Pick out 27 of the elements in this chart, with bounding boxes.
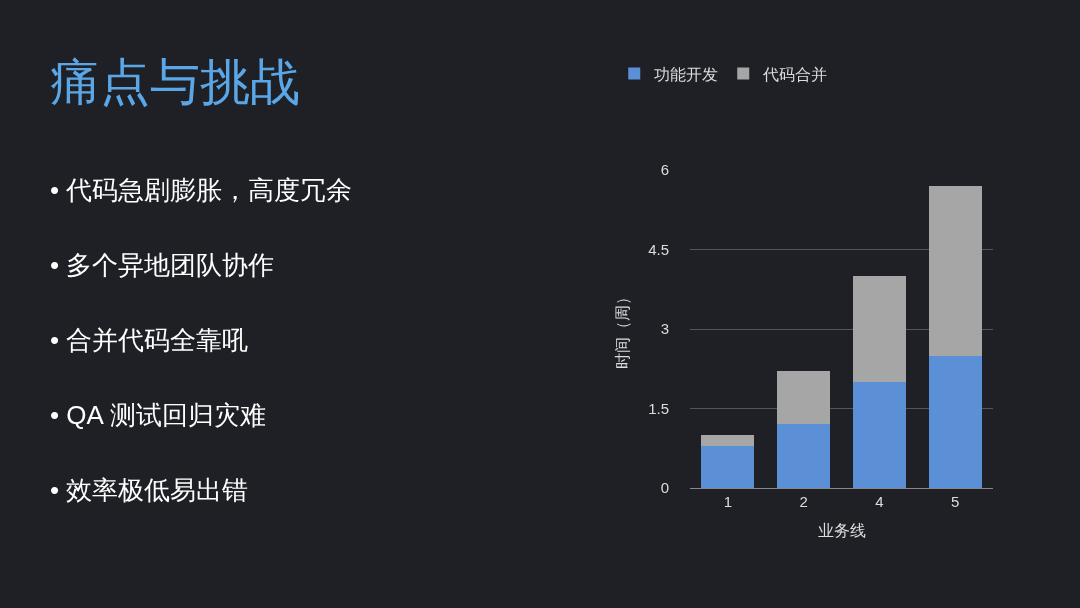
x-tick-label: 5 xyxy=(950,493,960,510)
bar xyxy=(777,424,831,488)
x-tick-label: 4 xyxy=(875,493,884,510)
bar xyxy=(852,382,906,488)
legend-label: 功能开发 xyxy=(654,65,719,83)
y-tick-label: 0 xyxy=(660,479,669,497)
bar xyxy=(701,435,755,446)
x-tick-label: 1 xyxy=(723,493,733,510)
text: • 合并代码全靠吼 xyxy=(50,325,249,355)
text: • QA 测试回归灾难 xyxy=(50,400,266,430)
bar xyxy=(777,371,831,425)
y-tick-label: 3 xyxy=(660,320,669,338)
bar xyxy=(701,445,755,488)
x-axis-title: 业务线 xyxy=(817,521,866,539)
y-tick-label: 4.5 xyxy=(648,240,669,258)
text: 痛点与挑战 xyxy=(50,54,300,110)
y-axis-title: 时间（周） xyxy=(614,289,632,369)
legend-label: 代码合并 xyxy=(762,65,828,83)
bar xyxy=(928,355,982,488)
text: • 代码急剧膨胀，高度冗余 xyxy=(50,175,353,205)
y-tick-label: 1.5 xyxy=(648,399,669,417)
bar xyxy=(852,276,906,382)
text: • 多个异地团队协作 xyxy=(50,250,275,280)
bar xyxy=(928,185,982,356)
y-tick-label: 6 xyxy=(660,161,669,179)
text: • 效率极低易出错 xyxy=(50,475,249,505)
x-tick-label: 2 xyxy=(799,493,808,510)
